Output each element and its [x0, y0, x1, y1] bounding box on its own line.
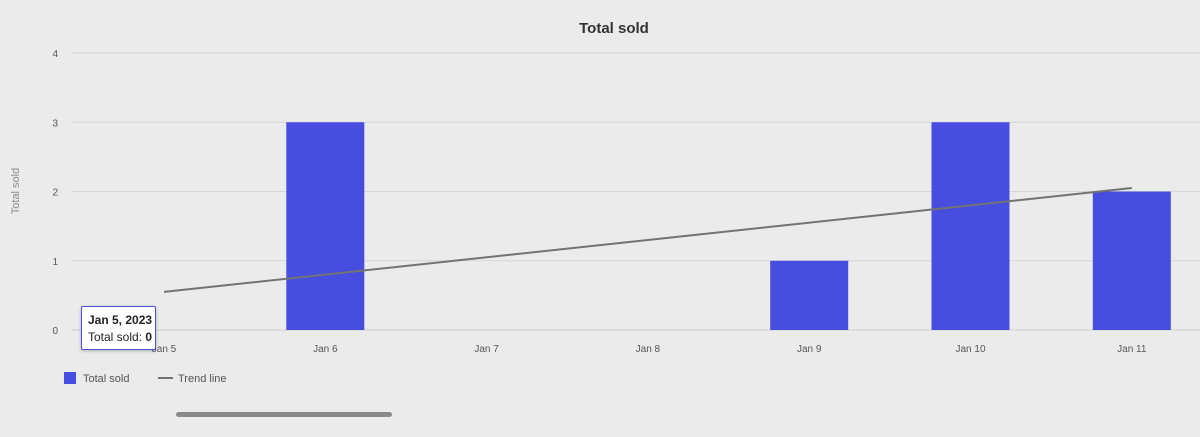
bar-jan-11[interactable]	[1092, 191, 1171, 331]
y-tick-labels: 0 1 2 3 4	[52, 49, 58, 337]
x-tick-label: Jan 10	[955, 344, 985, 355]
y-axis-label: Total sold	[10, 168, 22, 214]
trend-line-layer	[163, 187, 1132, 293]
bar-jan-6[interactable]	[286, 122, 365, 330]
x-tick-label: Jan 6	[313, 344, 338, 355]
x-tick-labels: Jan 5 Jan 6 Jan 7 Jan 8 Jan 9 Jan 10 Jan 11	[152, 344, 1147, 355]
x-tick-label: Jan 8	[636, 344, 661, 355]
trend-line	[163, 187, 1132, 293]
y-tick-label: 0	[52, 326, 58, 337]
bars[interactable]	[286, 122, 1171, 330]
tooltip-series-line: Total sold: 0	[88, 329, 153, 346]
legend-label-trend-line: Trend line	[178, 373, 227, 385]
y-tick-label: 3	[52, 118, 58, 129]
chart-title: Total sold	[579, 20, 649, 37]
bar-jan-10[interactable]	[931, 122, 1010, 330]
x-tick-label: Jan 11	[1117, 344, 1147, 355]
y-tick-label: 2	[52, 188, 58, 199]
hover-tooltip: Jan 5, 2023 Total sold: 0	[81, 306, 156, 350]
horizontal-scrollbar[interactable]	[176, 412, 392, 417]
tooltip-label: Total sold:	[88, 330, 146, 344]
bar-jan-9[interactable]	[770, 260, 849, 330]
y-tick-label: 1	[52, 257, 58, 268]
x-tick-label: Jan 5	[152, 344, 177, 355]
x-tick-label: Jan 9	[797, 344, 822, 355]
legend: Total sold Trend line	[64, 372, 227, 385]
legend-label-total-sold: Total sold	[83, 373, 129, 385]
y-tick-label: 4	[52, 49, 58, 60]
gridlines	[72, 52, 1200, 331]
x-tick-label: Jan 7	[474, 344, 499, 355]
tooltip-date: Jan 5, 2023	[88, 313, 153, 327]
tooltip-value: 0	[145, 330, 153, 344]
legend-swatch-total-sold	[64, 372, 76, 384]
